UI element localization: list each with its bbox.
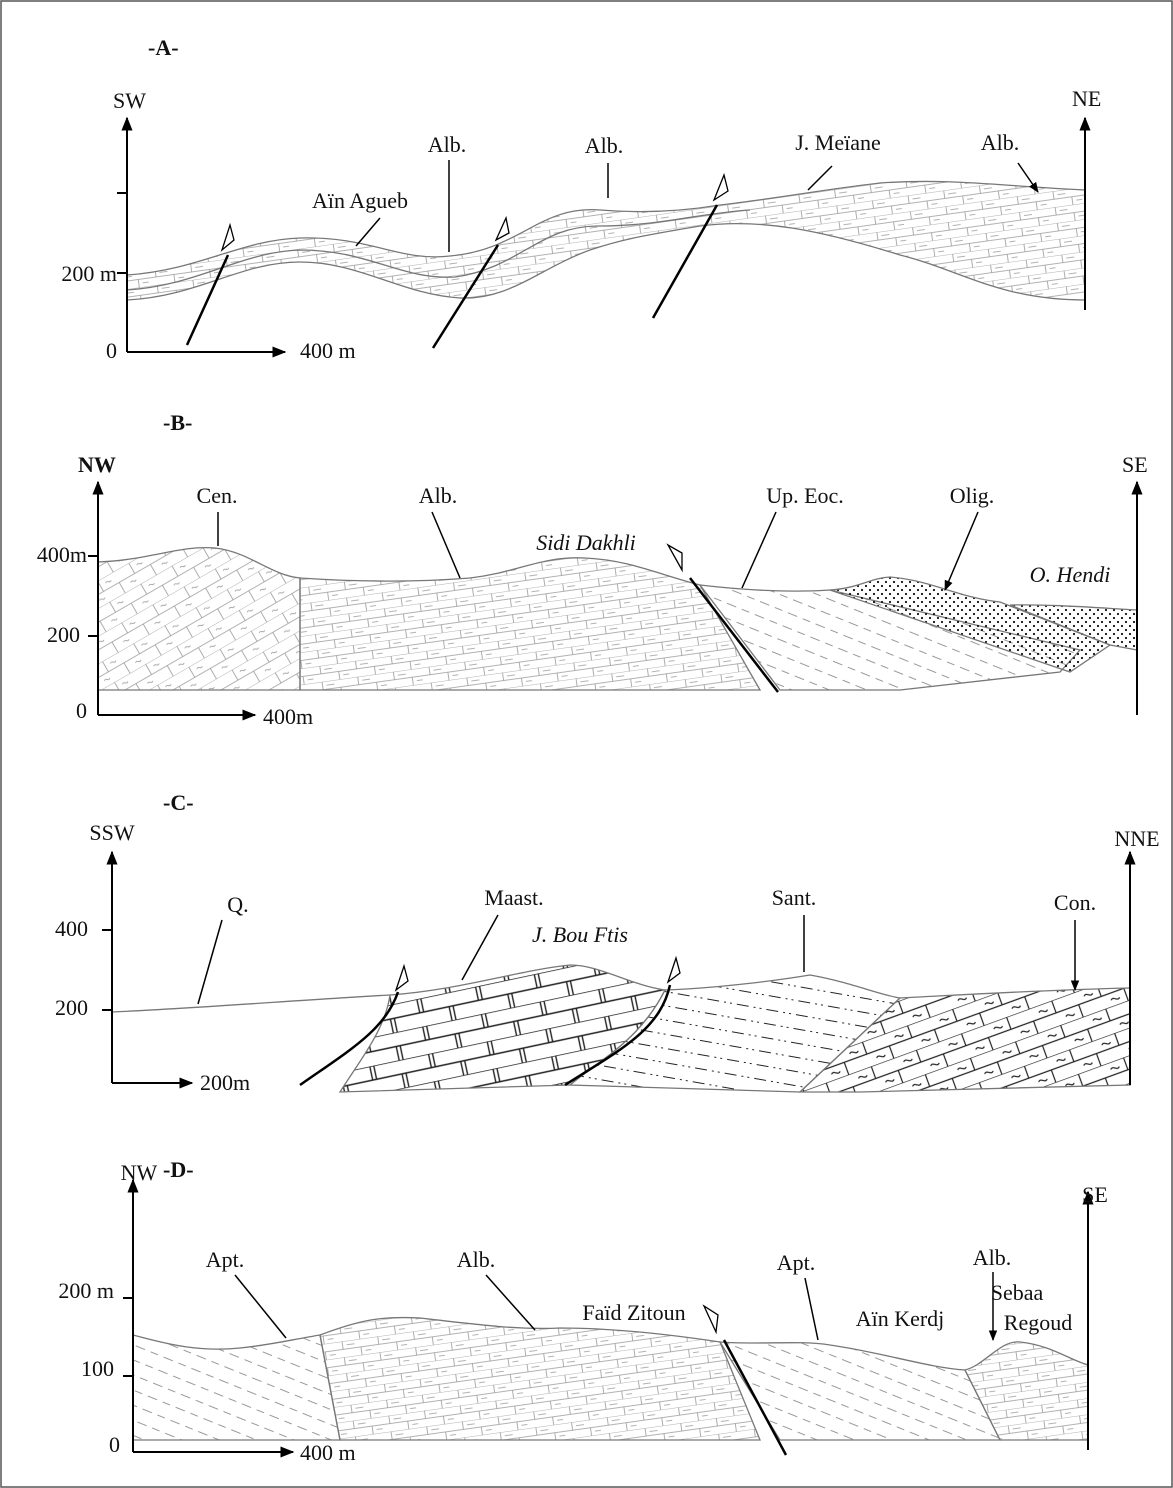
strata xyxy=(98,548,300,690)
annotation: Con. xyxy=(1054,890,1096,915)
direction-label: SE xyxy=(1122,452,1148,477)
annotation: Alb. xyxy=(973,1245,1012,1270)
depth-label: 0 xyxy=(76,698,87,723)
section-b xyxy=(88,482,1137,715)
annotation: Alb. xyxy=(457,1247,496,1272)
direction-label: SE xyxy=(1082,1182,1108,1207)
depth-label: 0 xyxy=(109,1432,120,1457)
direction-label: NE xyxy=(1072,86,1101,111)
depth-label: 200 m xyxy=(61,261,117,286)
depth-label: 0 xyxy=(106,338,117,363)
annotation: Alb. xyxy=(428,132,467,157)
strata xyxy=(720,1342,1000,1440)
cross-sections: -A- SW NE 200 m 0 400 m Aïn Agueb Alb. Alb. J. Me… xyxy=(0,0,1173,1488)
section-c xyxy=(102,852,1130,1092)
strata xyxy=(133,1335,340,1440)
direction-label: SW xyxy=(113,88,146,113)
annotation: Faïd Zitoun xyxy=(582,1300,685,1325)
annotation: Apt. xyxy=(777,1250,816,1275)
strata xyxy=(127,181,1085,300)
strata xyxy=(704,1306,718,1332)
annotation: Apt. xyxy=(206,1247,245,1272)
axis xyxy=(123,1298,133,1376)
annotation: O. Hendi xyxy=(1030,562,1111,587)
axis xyxy=(117,193,127,273)
depth-label: 200 xyxy=(55,995,88,1020)
annotation: Alb. xyxy=(585,133,624,158)
axis xyxy=(88,556,98,636)
direction-label: NW xyxy=(78,452,116,477)
depth-label: 100 xyxy=(81,1356,114,1381)
annotation: Alb. xyxy=(981,130,1020,155)
annotation: Aïn Agueb xyxy=(312,188,408,213)
depth-label: 200 xyxy=(47,622,80,647)
annotation: Regoud xyxy=(1004,1310,1072,1335)
strata xyxy=(112,995,390,1012)
direction-label: NW xyxy=(121,1160,158,1185)
strata xyxy=(668,545,682,570)
annotation: Cen. xyxy=(197,483,238,508)
direction-label: SSW xyxy=(89,820,134,845)
distance-label: 400 m xyxy=(300,338,356,363)
panel-label: -B- xyxy=(163,410,192,435)
panel-label: -D- xyxy=(163,1157,194,1182)
distance-label: 400 m xyxy=(300,1440,356,1465)
axis xyxy=(102,930,112,1010)
annotation: Sidi Dakhli xyxy=(536,530,636,555)
annotation: Q. xyxy=(227,892,248,917)
panel-label: -A- xyxy=(148,35,179,60)
distance-label: 400m xyxy=(263,704,313,729)
depth-label: 400m xyxy=(37,542,87,567)
annotation: Aïn Kerdj xyxy=(856,1306,945,1331)
panel-label: -C- xyxy=(163,790,194,815)
annotation: Sebaa xyxy=(991,1280,1044,1305)
annotation: Olig. xyxy=(950,483,995,508)
annotation: J. Meïane xyxy=(795,130,881,155)
depth-label: 400 xyxy=(55,916,88,941)
annotation: Sant. xyxy=(772,885,817,910)
annotation: J. Bou Ftis xyxy=(532,922,628,947)
strata xyxy=(320,1318,760,1440)
depth-label: 200 m xyxy=(58,1278,114,1303)
annotation: Alb. xyxy=(419,483,458,508)
direction-label: NNE xyxy=(1114,826,1159,851)
distance-label: 200m xyxy=(200,1070,250,1095)
annotation: Up. Eoc. xyxy=(766,483,844,508)
annotation: Maast. xyxy=(484,885,543,910)
